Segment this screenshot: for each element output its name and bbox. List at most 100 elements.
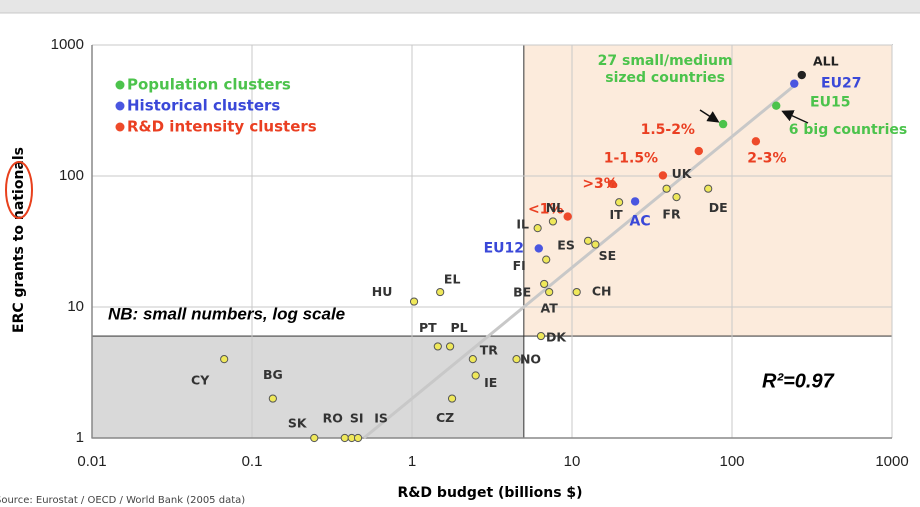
point xyxy=(542,255,551,264)
point xyxy=(563,212,572,221)
point-label: UK xyxy=(672,166,693,181)
point-label: CZ xyxy=(436,410,454,425)
point xyxy=(409,297,419,306)
point-label: PL xyxy=(451,320,468,335)
point-label: FR xyxy=(662,207,681,222)
point-label: IT xyxy=(610,207,624,222)
point-label: EU27 xyxy=(821,76,861,92)
point-label: ALL xyxy=(813,54,839,69)
marks: 27 small/medium sized countries EU15 EU12 AC… xyxy=(191,53,861,443)
point xyxy=(662,184,671,193)
point-label: HU xyxy=(372,284,393,299)
point xyxy=(545,287,554,297)
point-label: 1.5-2% xyxy=(641,122,695,138)
arrow xyxy=(699,109,720,123)
point-label: 1-1.5% xyxy=(604,150,658,166)
point-label-line: 27 small/medium xyxy=(598,53,733,69)
point-label: DK xyxy=(546,330,567,345)
point-label: PT xyxy=(419,320,437,335)
point xyxy=(548,217,558,226)
point xyxy=(615,198,624,207)
highlight-circle xyxy=(5,161,33,219)
point xyxy=(672,193,681,202)
point xyxy=(630,197,640,206)
side-label: 6 big countries xyxy=(789,122,907,138)
point xyxy=(512,355,521,364)
point-label: 2-3% xyxy=(747,150,786,166)
point xyxy=(540,279,549,289)
point xyxy=(268,394,277,403)
annotation: NB: small numbers, log scale xyxy=(108,304,345,323)
y-tick-label: 1000 xyxy=(51,36,84,53)
point-label: RO xyxy=(323,411,343,426)
point-label: FI xyxy=(513,258,526,273)
x-tick-label: 0.1 xyxy=(242,453,263,470)
point-label: TR xyxy=(480,343,499,358)
point-label: 27 small/medium sized countries xyxy=(598,53,733,86)
point-label: >3% xyxy=(582,176,618,192)
legend-swatch xyxy=(115,122,125,132)
point-label: SE xyxy=(599,248,617,263)
point xyxy=(436,287,445,297)
arrow xyxy=(781,110,809,124)
point xyxy=(220,355,229,364)
y-tick-label: 100 xyxy=(59,167,84,184)
point xyxy=(447,394,457,403)
y-axis-label: ERC grants to nationals xyxy=(11,147,27,333)
point-label: IE xyxy=(484,375,497,390)
point xyxy=(772,101,781,110)
plot-background xyxy=(91,44,893,439)
point xyxy=(468,355,477,364)
point-label-line: sized countries xyxy=(605,70,725,86)
point xyxy=(607,179,617,189)
point-label: IL xyxy=(516,217,529,232)
point-label: IS xyxy=(374,411,388,426)
grid: 0.01 0.1 1 10 100 1000 1 10 100 1000 xyxy=(51,36,909,470)
point xyxy=(572,287,581,297)
point-label: EL xyxy=(444,272,461,287)
point xyxy=(536,331,546,341)
point-label: BE xyxy=(513,284,531,299)
point-label: BG xyxy=(263,367,283,382)
point-label: CH xyxy=(592,284,612,299)
point-label: CY xyxy=(191,373,210,388)
trendline xyxy=(362,83,797,440)
point-label: <1% xyxy=(528,202,564,218)
point xyxy=(583,236,593,245)
point xyxy=(704,184,713,193)
point-label: NO xyxy=(520,352,541,367)
top-bar xyxy=(0,0,920,13)
legend-label: Population clusters xyxy=(127,76,291,94)
point xyxy=(718,119,728,129)
x-tick-label: 1 xyxy=(408,453,416,470)
point xyxy=(353,433,363,443)
x-axis-label: R&D budget (billions $) xyxy=(397,485,582,501)
legend-label: Historical clusters xyxy=(127,97,280,115)
legend: Population clusters Historical clusters R&… xyxy=(115,76,317,136)
legend-swatch xyxy=(115,101,125,111)
x-tick-label: 0.01 xyxy=(77,453,106,470)
point xyxy=(340,433,349,443)
point-label: SK xyxy=(288,416,308,431)
x-tick-label: 10 xyxy=(564,453,581,470)
point xyxy=(310,433,319,443)
point-label: EU15 xyxy=(810,95,850,111)
legend-swatch xyxy=(115,80,125,90)
y-tick-label: 10 xyxy=(67,298,84,315)
point xyxy=(591,240,600,249)
point-label: SI xyxy=(350,411,364,426)
annotation: R²=0.97 xyxy=(762,370,835,392)
legend-label: R&D intensity clusters xyxy=(127,118,317,136)
point xyxy=(658,171,668,180)
point-label: AC xyxy=(630,213,651,229)
point-label: AT xyxy=(541,301,559,316)
point-label: DE xyxy=(709,200,728,215)
region xyxy=(91,335,525,439)
y-tick-label: 1 xyxy=(76,429,84,446)
point xyxy=(694,146,703,156)
point xyxy=(797,70,806,80)
x-tick-label: 100 xyxy=(719,453,744,470)
point xyxy=(433,342,442,351)
point xyxy=(471,371,480,380)
